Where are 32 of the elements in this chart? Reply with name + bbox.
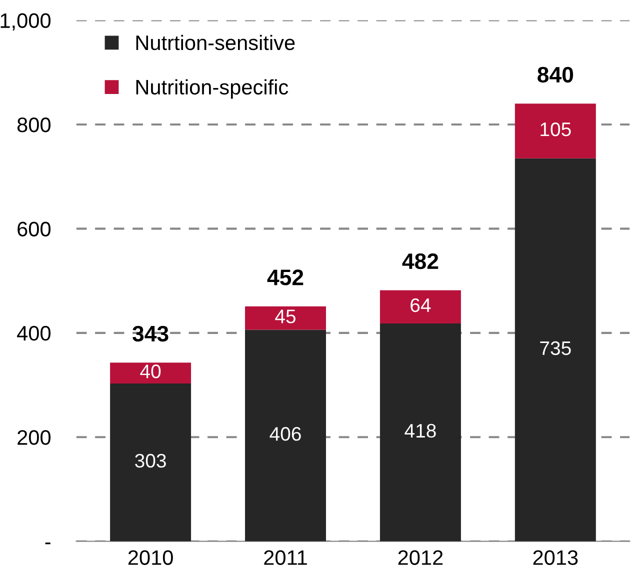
data-label: 40 xyxy=(140,364,161,378)
y-tick-label: 1,000 xyxy=(0,13,51,30)
x-tick-label: 2010 xyxy=(128,550,173,565)
total-label: 840 xyxy=(538,66,574,83)
bar xyxy=(110,383,192,542)
bar xyxy=(245,306,326,330)
legend-label: Nutrition-specific xyxy=(136,79,288,99)
bar xyxy=(514,158,596,542)
data-label: 418 xyxy=(404,424,436,438)
x-tick-label: 2013 xyxy=(533,550,578,565)
data-label: 64 xyxy=(410,298,431,312)
x-tick-label: 2012 xyxy=(398,550,443,565)
bar xyxy=(245,330,326,542)
bar xyxy=(110,362,192,384)
total-label: 343 xyxy=(132,326,168,342)
data-label: 105 xyxy=(540,122,571,136)
data-label: 735 xyxy=(540,341,571,356)
data-label: 45 xyxy=(275,310,296,324)
bar xyxy=(514,104,596,158)
y-tick-label: 200 xyxy=(18,430,51,445)
y-tick-label: 400 xyxy=(17,326,51,341)
total-label: 452 xyxy=(267,270,304,286)
data-label: 406 xyxy=(270,427,301,441)
bar xyxy=(380,290,461,324)
total-label: 482 xyxy=(402,253,438,270)
data-label: 303 xyxy=(135,454,166,468)
legend-label: Nutrtion-sensitive xyxy=(136,34,295,50)
x-tick-label: 2011 xyxy=(264,550,307,565)
y-tick-label: 600 xyxy=(18,222,51,236)
bar xyxy=(380,324,461,542)
y-tick-label: 800 xyxy=(17,117,51,132)
y-tick-label: - xyxy=(45,542,50,544)
